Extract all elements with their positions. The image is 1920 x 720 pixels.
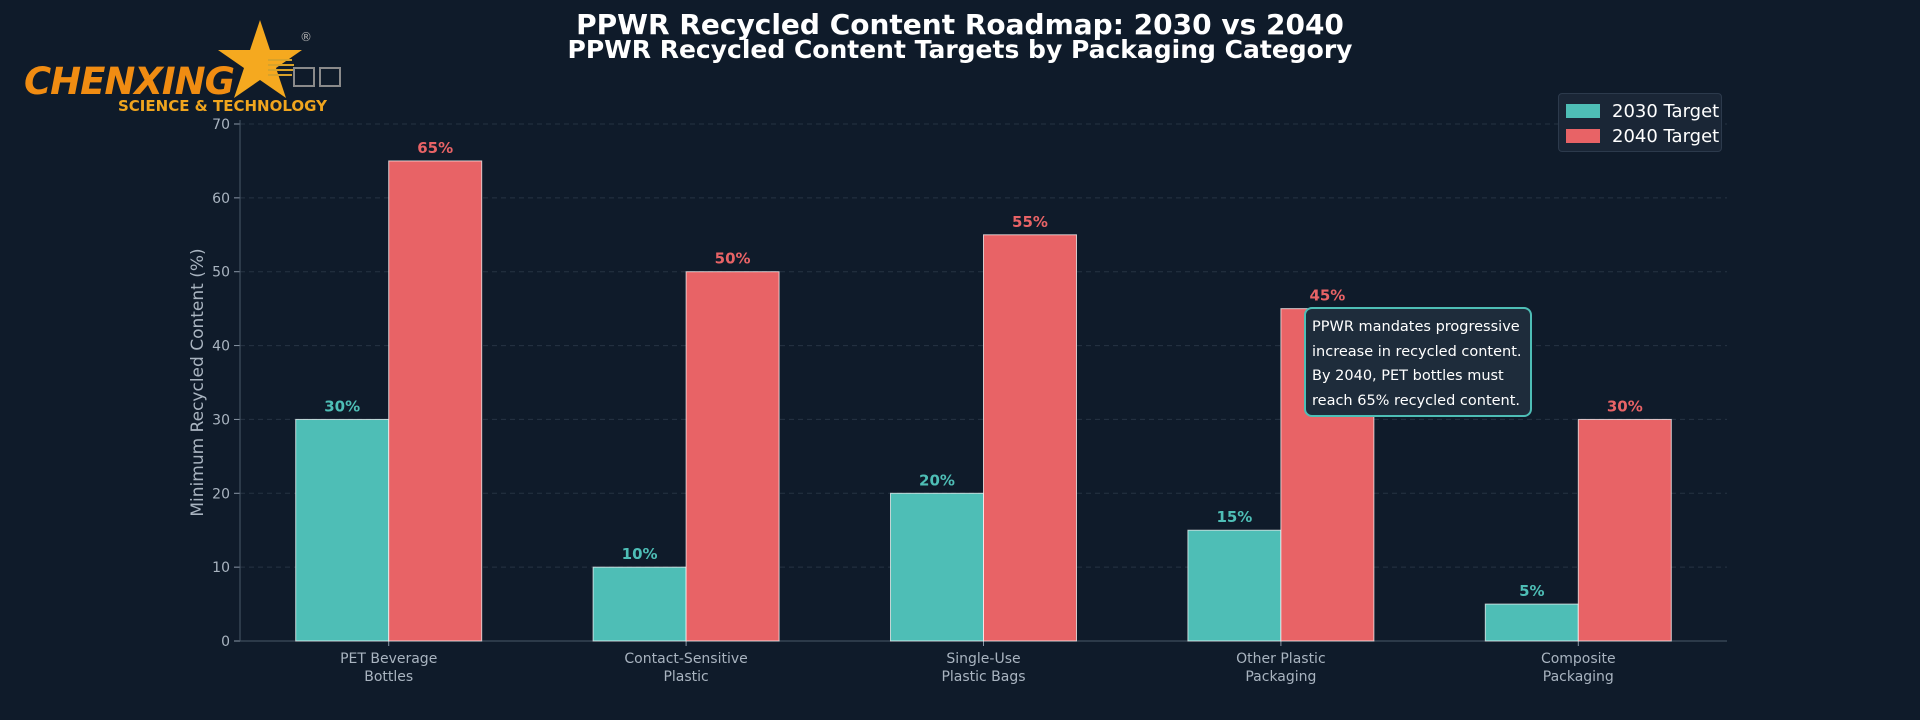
y-tick-label: 10 bbox=[212, 560, 230, 576]
x-tick-label: Plastic Bags bbox=[941, 669, 1025, 685]
registered-mark: ® bbox=[300, 30, 312, 44]
logo-wordmark: CHENXING bbox=[24, 60, 235, 103]
bar-value-label: 5% bbox=[1519, 582, 1544, 600]
axes-layer: 0 10 20 30 40 50 60 70 Minimum Recycled Content … bbox=[188, 117, 1727, 685]
x-tick-label: Packaging bbox=[1245, 669, 1316, 685]
y-axis-label: Minimum Recycled Content (%) bbox=[188, 248, 208, 516]
x-tick-label: Packaging bbox=[1543, 669, 1614, 685]
bar-value-label: 10% bbox=[622, 545, 658, 563]
company-logo: ® CHENXING SCIENCE & TECHNOLOGY bbox=[20, 16, 350, 120]
x-tick-label: Composite bbox=[1541, 651, 1616, 667]
y-tick-label: 40 bbox=[212, 339, 230, 355]
legend-label-2040: 2040 Target bbox=[1612, 125, 1720, 147]
annotation-line: reach 65% recycled content. bbox=[1312, 392, 1521, 409]
x-tick-label: PET Beverage bbox=[340, 651, 437, 667]
bar-value-label: 30% bbox=[324, 397, 360, 415]
y-tick-label: 20 bbox=[212, 486, 230, 502]
y-tick-label: 30 bbox=[212, 412, 230, 428]
bar-2030 bbox=[890, 492, 984, 642]
legend-item-2030: 2030 Target bbox=[1559, 99, 1719, 123]
bar-2030 bbox=[295, 418, 390, 642]
bar-2040 bbox=[388, 160, 483, 642]
bar-2030 bbox=[1187, 529, 1282, 642]
y-tick-label: 70 bbox=[212, 117, 230, 133]
legend-item-2040: 2040 Target bbox=[1559, 124, 1719, 148]
bar-2030 bbox=[1484, 603, 1579, 642]
bar-2040 bbox=[1577, 418, 1672, 642]
bar-2040 bbox=[983, 234, 1077, 642]
x-tick-label: Plastic bbox=[663, 669, 708, 685]
annotation-line: PPWR mandates progressive bbox=[1312, 319, 1520, 335]
bar-value-label: 65% bbox=[417, 139, 453, 157]
bars-layer bbox=[295, 160, 1672, 642]
legend-label-2030: 2030 Target bbox=[1612, 100, 1720, 122]
bar-value-label: 45% bbox=[1309, 287, 1345, 305]
annotation-line: By 2040, PET bottles must bbox=[1312, 368, 1504, 384]
bar-2030 bbox=[592, 566, 687, 642]
x-tick-label: Other Plastic bbox=[1236, 651, 1325, 667]
chart-main-title: PPWR Recycled Content Roadmap: 2030 vs 2… bbox=[576, 8, 1344, 41]
y-tick-label: 50 bbox=[212, 265, 230, 281]
bar-value-label: 50% bbox=[715, 250, 751, 268]
labels-layer: 30% 65% 10% 50% 20% 55% 15% 45% 5% 30% bbox=[324, 139, 1643, 600]
bar-value-label: 15% bbox=[1216, 508, 1252, 526]
legend-swatch-2030 bbox=[1566, 104, 1600, 118]
x-tick-label: Single-Use bbox=[946, 651, 1020, 667]
chart-subtitle: PPWR Recycled Content Targets by Packagi… bbox=[567, 35, 1353, 64]
bar-value-label: 30% bbox=[1607, 397, 1643, 415]
star-icon bbox=[218, 20, 341, 98]
logo-tagline: SCIENCE & TECHNOLOGY bbox=[118, 97, 327, 115]
grid-layer bbox=[240, 123, 1727, 568]
annotation-box: PPWR mandates progressive increase in re… bbox=[1304, 307, 1532, 417]
bar-value-label: 55% bbox=[1012, 213, 1048, 231]
bar-value-label: 20% bbox=[919, 471, 955, 489]
bar-2040 bbox=[685, 271, 780, 642]
y-tick-label: 0 bbox=[221, 634, 230, 650]
annotation-line: increase in recycled content. bbox=[1312, 343, 1522, 360]
x-tick-label: Bottles bbox=[364, 669, 413, 685]
chart-legend: 2030 Target 2040 Target bbox=[1558, 93, 1722, 152]
x-tick-label: Contact-Sensitive bbox=[624, 651, 747, 667]
legend-swatch-2040 bbox=[1566, 129, 1600, 143]
y-tick-label: 60 bbox=[212, 191, 230, 207]
